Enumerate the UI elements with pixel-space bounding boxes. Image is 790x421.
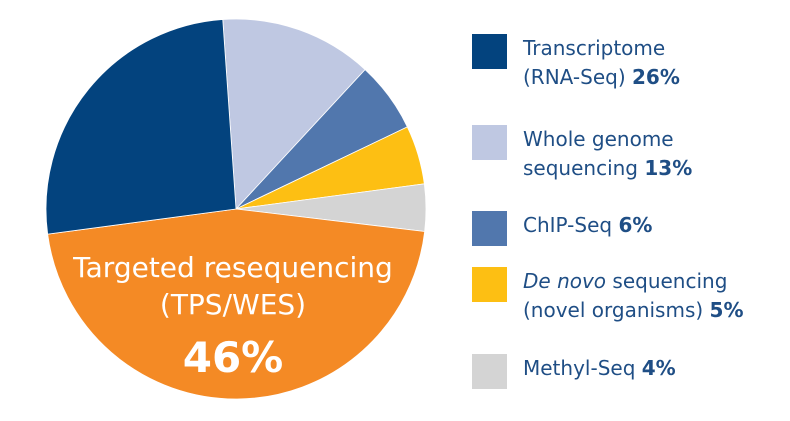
legend-label-whole-genome-line2: sequencing bbox=[523, 156, 638, 180]
legend-label-de-novo-line1: sequencing bbox=[606, 269, 728, 293]
legend-label-de-novo-line2: (novel organisms) bbox=[523, 298, 704, 322]
legend-label-chip-seq: ChIP-Seq bbox=[523, 213, 613, 237]
legend-pct-methyl-seq: 4% bbox=[641, 356, 676, 380]
pie-slice-transcriptome bbox=[45, 19, 237, 235]
legend-text-methyl-seq: Methyl-Seq 4% bbox=[523, 354, 783, 383]
legend-text-de-novo: De novo sequencing (novel organisms) 5% bbox=[523, 267, 783, 325]
pie-slice-targeted-resequencing bbox=[47, 208, 426, 400]
legend-swatch-transcriptome bbox=[472, 34, 507, 69]
legend-swatch-whole-genome bbox=[472, 125, 507, 160]
legend-item-whole-genome: Whole genome sequencing 13% bbox=[472, 125, 783, 183]
slice-label-targeted-line1: Targeted resequencing bbox=[72, 251, 393, 284]
legend-label-whole-genome-line1: Whole genome bbox=[523, 127, 674, 151]
pie-slice-whole-genome bbox=[222, 18, 366, 210]
legend-item-de-novo: De novo sequencing (novel organisms) 5% bbox=[472, 267, 783, 325]
legend-label-transcriptome-line2: (RNA-Seq) bbox=[523, 65, 626, 89]
legend-label-transcriptome-line1: Transcriptome bbox=[523, 36, 666, 60]
slice-label-targeted-line2: (TPS/WES) bbox=[160, 288, 306, 321]
legend-swatch-methyl-seq bbox=[472, 354, 507, 389]
legend-swatch-de-novo bbox=[472, 267, 507, 302]
legend-swatch-chip-seq bbox=[472, 211, 507, 246]
legend-pct-chip-seq: 6% bbox=[618, 213, 653, 237]
legend-item-chip-seq: ChIP-Seq 6% bbox=[472, 211, 783, 246]
legend-text-whole-genome: Whole genome sequencing 13% bbox=[523, 125, 783, 183]
legend-pct-transcriptome: 26% bbox=[631, 65, 680, 89]
pie-chart: Targeted resequencing (TPS/WES) 46% bbox=[45, 18, 427, 400]
legend-pct-de-novo: 5% bbox=[709, 298, 744, 322]
legend-text-chip-seq: ChIP-Seq 6% bbox=[523, 211, 783, 240]
legend-label-de-novo-italic: De novo bbox=[523, 269, 607, 293]
legend-pct-whole-genome: 13% bbox=[644, 156, 693, 180]
legend-item-transcriptome: Transcriptome (RNA-Seq) 26% bbox=[472, 34, 783, 92]
slice-label-targeted-pct: 46% bbox=[183, 333, 284, 382]
legend-text-transcriptome: Transcriptome (RNA-Seq) 26% bbox=[523, 34, 783, 92]
legend-label-methyl-seq: Methyl-Seq bbox=[523, 356, 636, 380]
legend-item-methyl-seq: Methyl-Seq 4% bbox=[472, 354, 783, 389]
